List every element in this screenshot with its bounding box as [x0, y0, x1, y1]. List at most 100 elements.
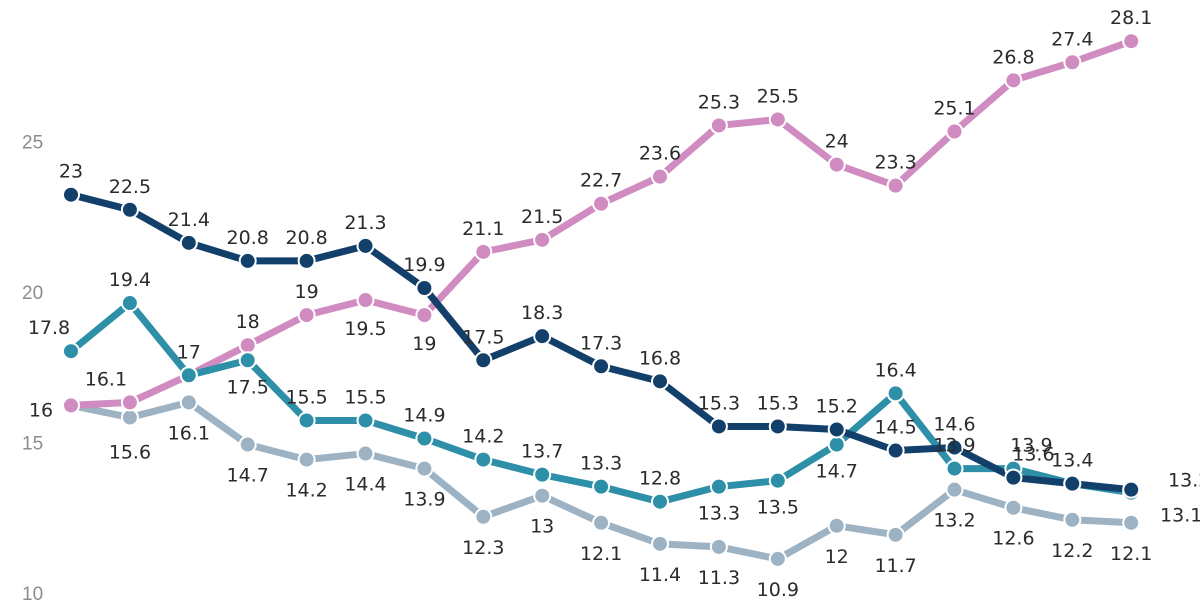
data-label: 12 — [825, 546, 849, 568]
data-label: 13.9 — [403, 489, 445, 511]
data-label: 13.6 — [1012, 444, 1054, 466]
data-point — [945, 438, 964, 457]
data-label: 15.5 — [285, 386, 327, 408]
data-label: 12.1 — [1110, 543, 1152, 565]
data-point — [120, 393, 139, 412]
data-label: 14.2 — [285, 480, 327, 502]
data-point — [827, 516, 846, 535]
data-label: 25.5 — [757, 85, 799, 107]
data-label: 16 — [29, 399, 53, 421]
data-point — [768, 417, 787, 436]
data-point — [1122, 513, 1141, 532]
data-point — [120, 408, 139, 427]
data-point — [62, 185, 80, 204]
data-label: 27.4 — [1051, 28, 1093, 50]
data-label: 19 — [295, 281, 319, 303]
data-point — [709, 116, 728, 135]
data-label: 12.3 — [462, 537, 504, 559]
data-label: 16.1 — [85, 368, 127, 390]
data-label: 14.2 — [462, 426, 504, 448]
data-point — [768, 110, 787, 129]
data-label: 14.6 — [933, 414, 975, 436]
data-point — [886, 525, 905, 544]
data-point — [474, 507, 493, 526]
data-point — [827, 155, 846, 174]
data-point — [120, 200, 139, 219]
data-label: 13.9 — [1010, 435, 1052, 457]
data-label: 19.4 — [109, 269, 151, 291]
data-point — [592, 477, 611, 496]
y-tick-label: 15 — [22, 434, 43, 455]
data-label: 13.4 — [1051, 450, 1093, 472]
data-point — [415, 429, 434, 448]
data-point — [886, 441, 905, 460]
data-point — [768, 549, 787, 568]
data-point — [356, 236, 375, 255]
data-point — [827, 435, 846, 454]
y-tick-label: 20 — [22, 283, 43, 304]
data-label: 14.9 — [403, 405, 445, 427]
data-point — [415, 306, 434, 325]
data-point — [297, 251, 316, 270]
data-point — [179, 393, 198, 412]
data-point — [356, 411, 375, 430]
data-point — [474, 242, 493, 261]
data-point — [415, 279, 434, 298]
data-label: 15.6 — [109, 441, 151, 463]
data-label: 25.1 — [933, 97, 975, 119]
data-label: 17.5 — [227, 376, 269, 398]
data-point — [651, 372, 669, 391]
data-point — [474, 450, 493, 469]
data-label: 11.4 — [639, 564, 681, 586]
data-point — [1063, 53, 1082, 72]
data-point — [533, 465, 552, 484]
data-point — [415, 459, 434, 478]
data-point — [945, 480, 964, 499]
data-label: 21.5 — [521, 206, 563, 228]
data-point — [1063, 474, 1082, 493]
data-label: 21.1 — [462, 218, 504, 240]
data-point — [709, 477, 728, 496]
data-point — [297, 450, 316, 469]
data-point — [179, 366, 198, 385]
data-point — [297, 306, 316, 325]
data-label: 22.7 — [580, 170, 622, 192]
data-label: 28.1 — [1110, 7, 1152, 29]
data-label: 15.3 — [757, 392, 799, 414]
data-label: 18.3 — [521, 302, 563, 324]
data-label: 13.3 — [580, 453, 622, 475]
data-point — [474, 351, 493, 370]
data-label: 15.5 — [344, 386, 386, 408]
data-point — [62, 342, 80, 361]
data-label: 13.1 — [1160, 505, 1200, 527]
data-point — [1004, 498, 1023, 517]
data-label: 11.7 — [874, 555, 916, 577]
data-label: 22.5 — [109, 176, 151, 198]
data-label: 14.4 — [344, 474, 386, 496]
data-label: 23.3 — [874, 152, 916, 174]
data-label: 12.2 — [1051, 540, 1093, 562]
y-axis: 10 15 20 25 — [22, 133, 43, 600]
data-labels: 23 22.5 21.4 20.8 20.8 21.3 19.9 17.5 18.3 17.3 16… — [28, 7, 1200, 600]
series-points — [62, 32, 1141, 568]
data-label: 16.1 — [168, 422, 210, 444]
data-label: 14.7 — [227, 465, 269, 487]
data-label: 21.4 — [168, 209, 210, 231]
data-point — [533, 327, 552, 346]
data-point — [709, 417, 728, 436]
data-label: 17 — [177, 341, 201, 363]
data-point — [1004, 468, 1023, 487]
data-label: 11.3 — [698, 567, 740, 589]
data-label: 20.8 — [227, 227, 269, 249]
data-point — [120, 294, 139, 313]
data-label: 14.5 — [874, 417, 916, 439]
data-point — [1122, 480, 1141, 499]
data-label: 12.6 — [992, 528, 1034, 550]
data-point — [592, 513, 611, 532]
data-label: 16.8 — [639, 347, 681, 369]
data-label: 13.2 — [1168, 470, 1200, 492]
data-point — [62, 396, 80, 415]
data-label: 14.7 — [816, 461, 858, 483]
data-label: 16.4 — [874, 359, 916, 381]
